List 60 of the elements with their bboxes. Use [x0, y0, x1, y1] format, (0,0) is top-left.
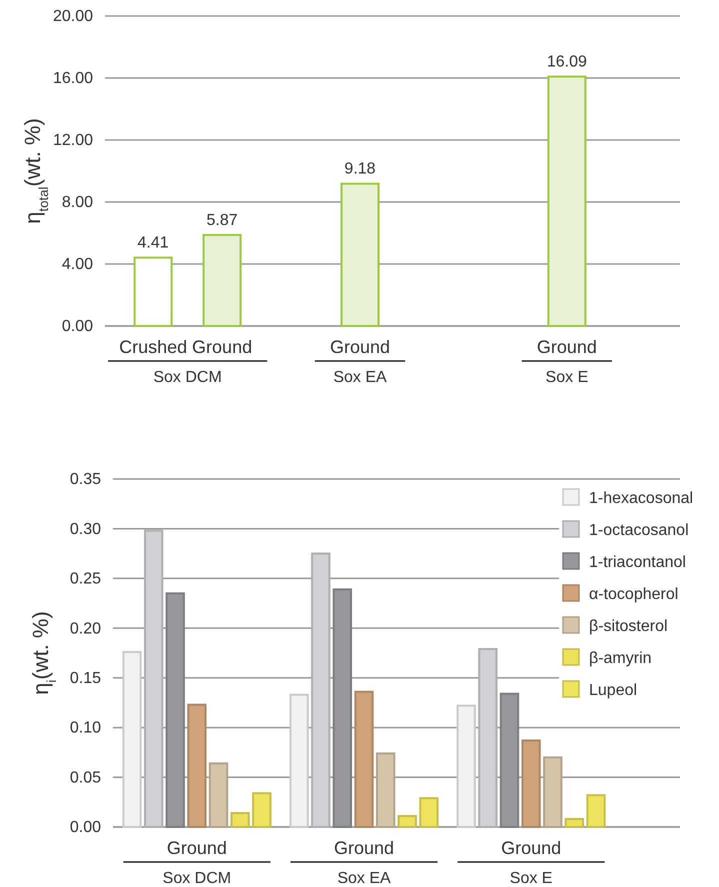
bar [187, 704, 207, 828]
bar [376, 752, 396, 828]
x-tick-label: Ground [536, 336, 597, 357]
legend-label: β-amyrin [589, 650, 652, 667]
x-tick-label: Crushed [119, 336, 188, 357]
bar [289, 694, 309, 828]
bar [340, 182, 380, 327]
bar [311, 552, 330, 828]
bar [230, 812, 250, 828]
bar [547, 76, 586, 327]
y-tick-label: 0.15 [70, 670, 102, 687]
y-tick-label: 0.10 [70, 720, 102, 737]
bar [122, 651, 142, 828]
data-label: 9.18 [344, 160, 376, 178]
legend-label: Lupeol [589, 682, 638, 699]
x-tick-label: Ground [330, 336, 390, 357]
bar [134, 256, 173, 327]
data-label: 4.41 [138, 234, 169, 252]
bar [208, 762, 228, 828]
legend-label: 1-hexacosonal [589, 490, 694, 507]
bar [521, 739, 541, 828]
bar [456, 704, 476, 828]
x-tick-label: Ground [166, 838, 227, 858]
y-tick-label: 16.00 [52, 70, 94, 88]
bar [419, 797, 439, 828]
x-tick-label: Ground [192, 336, 252, 357]
y-tick-label: 0.00 [62, 318, 94, 336]
y-tick-label: 0.00 [70, 819, 102, 836]
text: Sox EA [333, 369, 388, 386]
bar [354, 690, 374, 828]
bar [202, 234, 242, 327]
y-tick-label: 0.35 [70, 471, 102, 488]
text: Sox E [546, 369, 588, 386]
data-label: 5.87 [206, 212, 238, 230]
y-tick-label: 0.25 [70, 570, 102, 588]
x-tick-label: Ground [334, 838, 394, 858]
bar [398, 815, 417, 828]
y-tick-label: 0.30 [70, 520, 102, 538]
y-tick-label: 0.20 [70, 620, 102, 638]
legend-label: β-sitosterol [589, 618, 668, 635]
bar [478, 648, 498, 828]
text: Sox EA [337, 870, 392, 887]
legend-label: 1-octacosanol [589, 522, 689, 539]
bar [144, 530, 164, 828]
y-tick-label: 4.00 [62, 256, 94, 274]
legend-label: α-tocopherol [589, 586, 678, 603]
text: Sox DCM [153, 369, 222, 386]
legend-label: 1-triacontanol [589, 554, 686, 571]
bar [586, 794, 606, 828]
data-label: 16.09 [546, 54, 588, 71]
y-tick-label: 8.00 [62, 194, 94, 212]
text: Sox DCM [162, 870, 232, 887]
y-tick-label: 12.00 [52, 132, 94, 150]
y-tick-label: 0.05 [70, 769, 102, 786]
bar [252, 792, 272, 828]
x-tick-label: Ground [501, 838, 562, 858]
text: Sox E [510, 870, 552, 887]
bar [564, 818, 584, 828]
bar [543, 756, 562, 828]
y-tick-label: 20.00 [52, 8, 94, 26]
